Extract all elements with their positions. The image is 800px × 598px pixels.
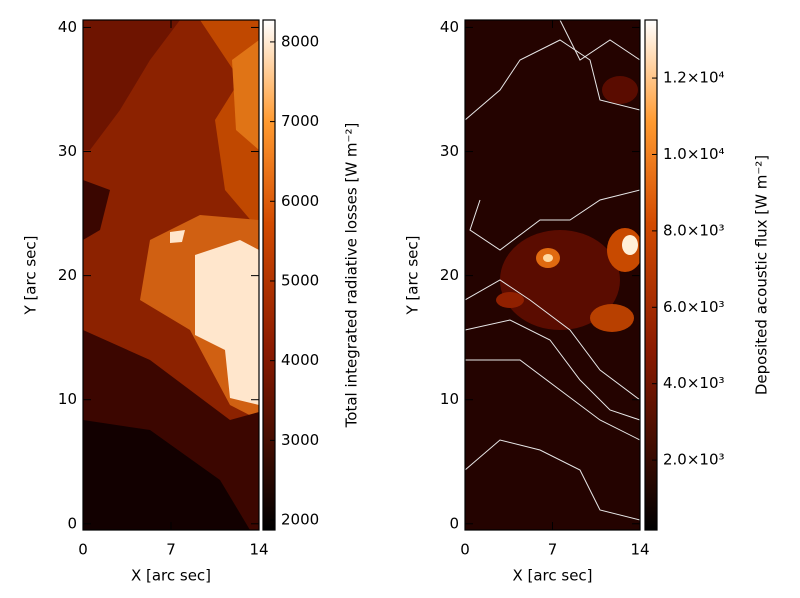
colorbar xyxy=(645,20,657,530)
colorbar-label: Total integrated radiative losses [W m⁻²… xyxy=(343,123,361,429)
colorbar-tick-label: 7000 xyxy=(281,112,319,130)
colorbar-tick-label: 2.0×10³ xyxy=(663,451,725,469)
colorbar-tick-label: 5000 xyxy=(281,271,319,289)
colorbar-frame xyxy=(644,19,658,531)
colorbar-tick-label: 1.0×10⁴ xyxy=(663,145,725,163)
colorbar-tick-label: 8000 xyxy=(281,32,319,50)
acoustic-flux-map xyxy=(465,20,640,530)
colorbar-frame xyxy=(262,19,276,531)
y-tick-label: 30 xyxy=(58,142,77,160)
colorbar-tick-label: 6000 xyxy=(281,192,319,210)
x-tick-label: 0 xyxy=(78,541,88,559)
x-axis-label: X [arc sec] xyxy=(512,567,592,585)
colorbar-tick-label: 1.2×10⁴ xyxy=(663,69,725,87)
y-tick-label: 20 xyxy=(440,266,459,284)
colorbar-tick-label: 6.0×10³ xyxy=(663,298,725,316)
x-tick-label: 14 xyxy=(630,541,649,559)
y-tick-label: 40 xyxy=(440,18,459,36)
y-tick-label: 30 xyxy=(440,142,459,160)
x-tick-label: 14 xyxy=(249,541,268,559)
x-tick-label: 7 xyxy=(548,541,558,559)
x-tick-label: 0 xyxy=(460,541,470,559)
colorbar-label: Deposited acoustic flux [W m⁻²] xyxy=(753,155,771,395)
y-tick-label: 20 xyxy=(58,266,77,284)
y-tick-label: 10 xyxy=(58,390,77,408)
y-tick-label: 10 xyxy=(440,390,459,408)
colorbar-tick-label: 4.0×10³ xyxy=(663,374,725,392)
colorbar-tick-label: 2000 xyxy=(281,511,319,529)
radiative-loss-map xyxy=(83,20,259,530)
x-tick-label: 7 xyxy=(166,541,176,559)
y-axis-label: Y [arc sec] xyxy=(404,236,422,316)
colorbar-tick-label: 4000 xyxy=(281,351,319,369)
y-tick-label: 0 xyxy=(67,514,77,532)
colorbar-tick-label: 3000 xyxy=(281,431,319,449)
colorbar-tick-label: 8.0×10³ xyxy=(663,221,725,239)
x-axis-label: X [arc sec] xyxy=(131,567,211,585)
y-tick-label: 0 xyxy=(449,514,459,532)
colorbar xyxy=(263,20,275,530)
y-tick-label: 40 xyxy=(58,18,77,36)
y-axis-label: Y [arc sec] xyxy=(22,236,40,316)
